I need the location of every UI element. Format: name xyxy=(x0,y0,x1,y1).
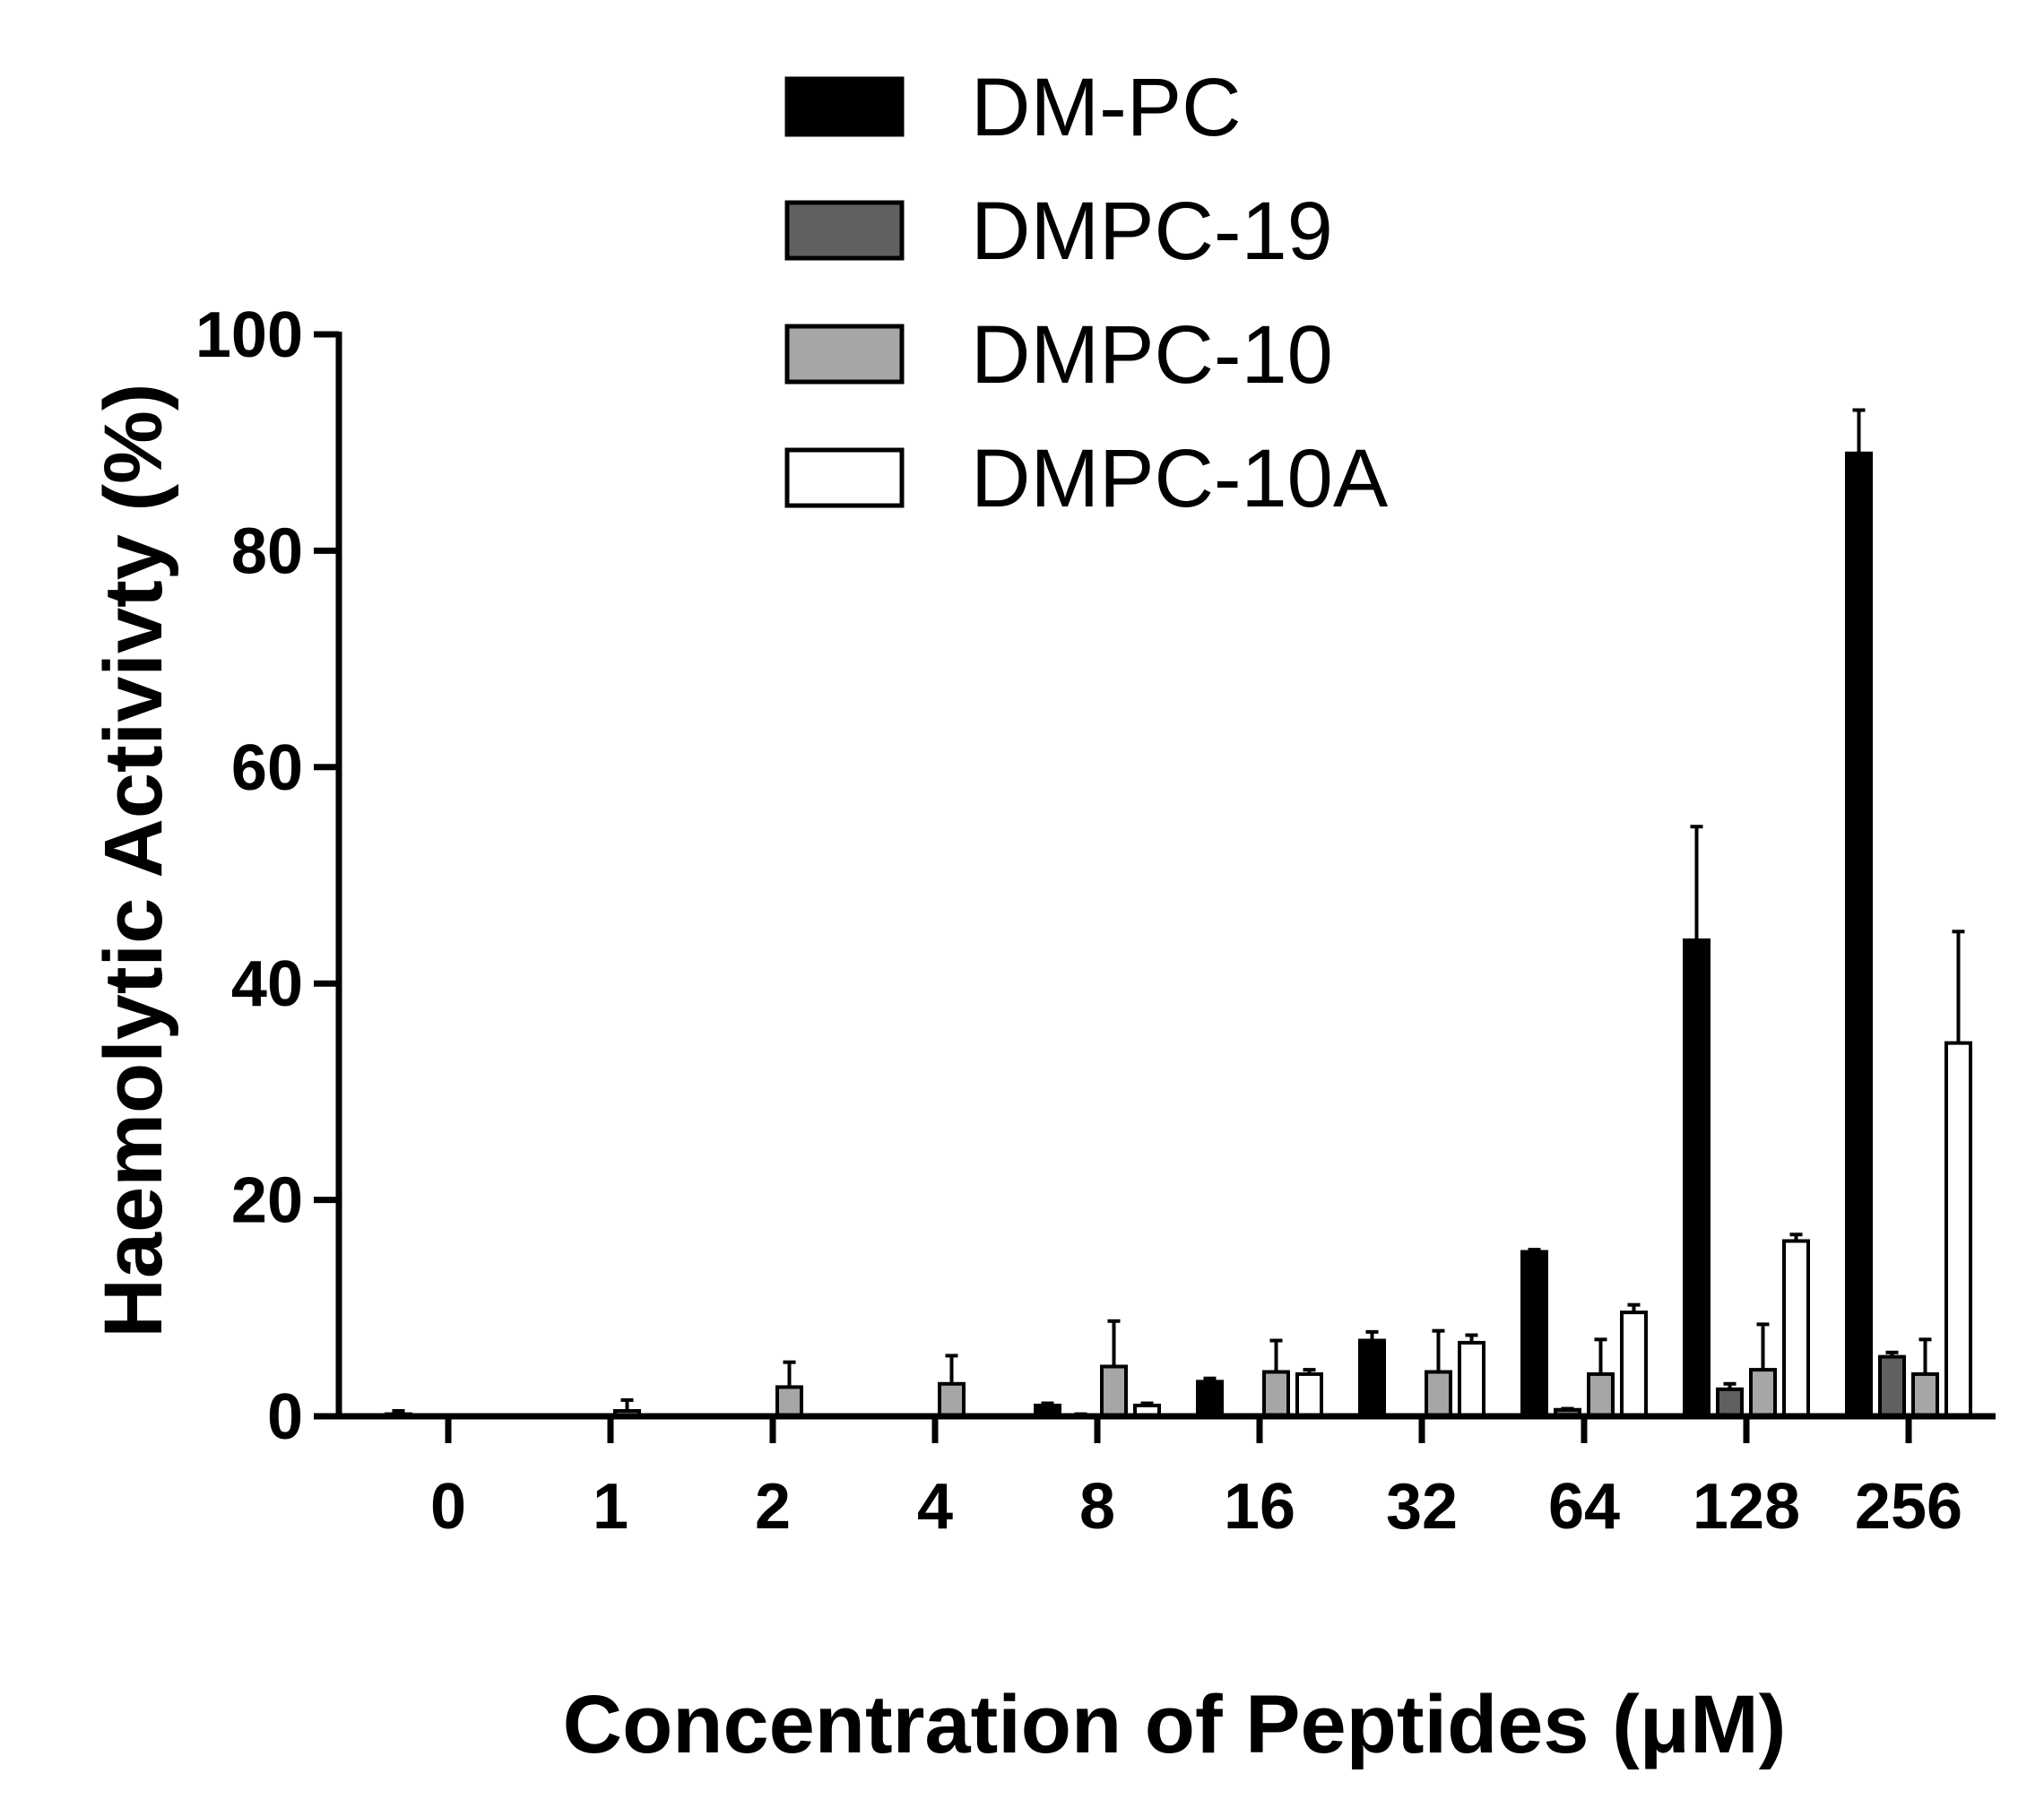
legend-swatch-dmpc-19 xyxy=(784,200,905,261)
x-tick-label: 4 xyxy=(917,1471,953,1543)
x-tick-label: 16 xyxy=(1224,1471,1295,1543)
y-tick-label: 0 xyxy=(267,1381,303,1453)
x-tick-label: 0 xyxy=(430,1471,466,1543)
bar-dm-pc-256 xyxy=(1845,451,1873,1418)
x-tick-label: 2 xyxy=(755,1471,791,1543)
bar-dmpc-19-256 xyxy=(1878,1354,1906,1418)
bar-dmpc-10-8 xyxy=(1100,1364,1128,1419)
bar-dmpc-10-32 xyxy=(1425,1370,1452,1418)
legend-swatch-dm-pc xyxy=(784,76,905,137)
bar-dmpc-10a-32 xyxy=(1458,1340,1485,1418)
legend: DM-PC DMPC-19 DMPC-10 DMPC-10A xyxy=(784,62,1389,524)
bar-dmpc-10a-16 xyxy=(1295,1371,1323,1419)
x-tick-label: 32 xyxy=(1386,1471,1458,1543)
x-tick-label: 1 xyxy=(593,1471,628,1543)
y-tick-label: 60 xyxy=(231,732,303,804)
y-tick-label: 80 xyxy=(231,515,303,587)
x-tick-label: 256 xyxy=(1855,1471,1962,1543)
x-tick-label: 128 xyxy=(1693,1471,1800,1543)
y-tick-label: 20 xyxy=(231,1165,303,1237)
bar-dm-pc-32 xyxy=(1358,1338,1386,1419)
y-axis-title: Haemolytic Activivty (%) xyxy=(88,383,179,1337)
bar-dmpc-10a-64 xyxy=(1620,1311,1648,1419)
bar-dmpc-10-16 xyxy=(1262,1370,1290,1418)
bar-dmpc-10-256 xyxy=(1911,1371,1939,1419)
y-tick-label: 40 xyxy=(231,948,303,1020)
legend-label: DMPC-10A xyxy=(971,433,1389,524)
legend-swatch-dmpc-10 xyxy=(784,324,905,385)
bar-dmpc-10a-256 xyxy=(1944,1041,1972,1418)
x-tick-label: 64 xyxy=(1548,1471,1620,1543)
bar-dm-pc-16 xyxy=(1196,1380,1224,1418)
bar-dmpc-19-128 xyxy=(1716,1387,1744,1418)
legend-label: DMPC-19 xyxy=(971,186,1333,277)
y-axis-ticks: 0 20 40 60 80 100 xyxy=(195,299,339,1453)
bar-dmpc-10-2 xyxy=(775,1385,803,1419)
bar-dmpc-10-64 xyxy=(1587,1371,1615,1419)
x-axis-ticks: 0 1 2 4 8 16 32 64 128 256 xyxy=(430,1416,1962,1543)
legend-swatch-dmpc-10a xyxy=(784,447,905,508)
bar-dm-pc-128 xyxy=(1683,938,1711,1419)
bar-dmpc-10-128 xyxy=(1749,1368,1777,1418)
legend-label: DM-PC xyxy=(971,62,1242,153)
y-tick-label: 100 xyxy=(195,299,303,371)
x-tick-label: 8 xyxy=(1079,1471,1115,1543)
bar-dmpc-10-4 xyxy=(938,1381,966,1419)
x-axis-title: Concentration of Peptides (μM) xyxy=(563,1679,1787,1770)
bar-dmpc-10a-128 xyxy=(1782,1239,1810,1418)
bar-dm-pc-64 xyxy=(1520,1250,1548,1419)
bars-layer xyxy=(385,408,1972,1419)
legend-label: DMPC-10 xyxy=(971,309,1333,401)
